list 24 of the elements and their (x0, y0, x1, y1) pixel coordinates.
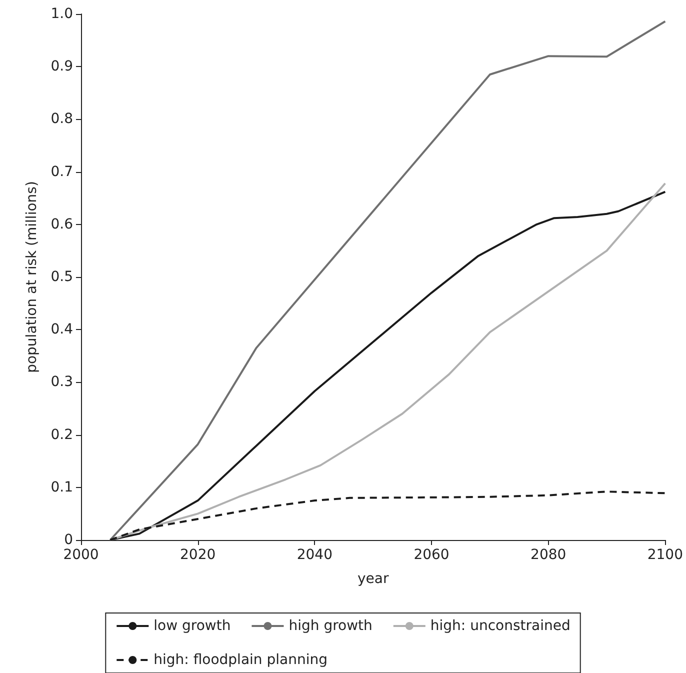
y-tick-label: 1.0 (50, 6, 73, 22)
y-tick-label: 0.9 (50, 58, 73, 75)
legend-label: high: floodplain planning (154, 652, 328, 668)
y-tick-label: 0.3 (50, 374, 73, 390)
x-tick-label: 2060 (414, 547, 450, 563)
y-tick-label: 0.7 (50, 164, 73, 180)
y-tick-label: 0.8 (50, 111, 73, 128)
x-tick-label: 2100 (647, 547, 684, 563)
x-tick-label: 2000 (63, 547, 99, 563)
x-axis-title: year (357, 571, 389, 587)
y-tick-label: 0.1 (50, 479, 73, 496)
y-tick-label: 0.2 (50, 426, 73, 443)
y-tick-label: 0.4 (50, 322, 74, 338)
y-tick-label: 0 (64, 532, 73, 548)
line-series (109, 20, 666, 541)
legend-label: low growth (154, 618, 231, 634)
legend-label: high: unconstrained (430, 618, 570, 634)
legend-label: high growth (288, 618, 372, 634)
x-tick-label: 2020 (180, 547, 216, 563)
x-tick-label: 2080 (530, 547, 566, 563)
y-tick-label: 0.5 (50, 269, 73, 285)
x-tick-label: 2040 (296, 547, 332, 563)
y-tick-label: 0.6 (50, 216, 74, 232)
y-axis-title: population at risk (millions) (24, 181, 40, 373)
